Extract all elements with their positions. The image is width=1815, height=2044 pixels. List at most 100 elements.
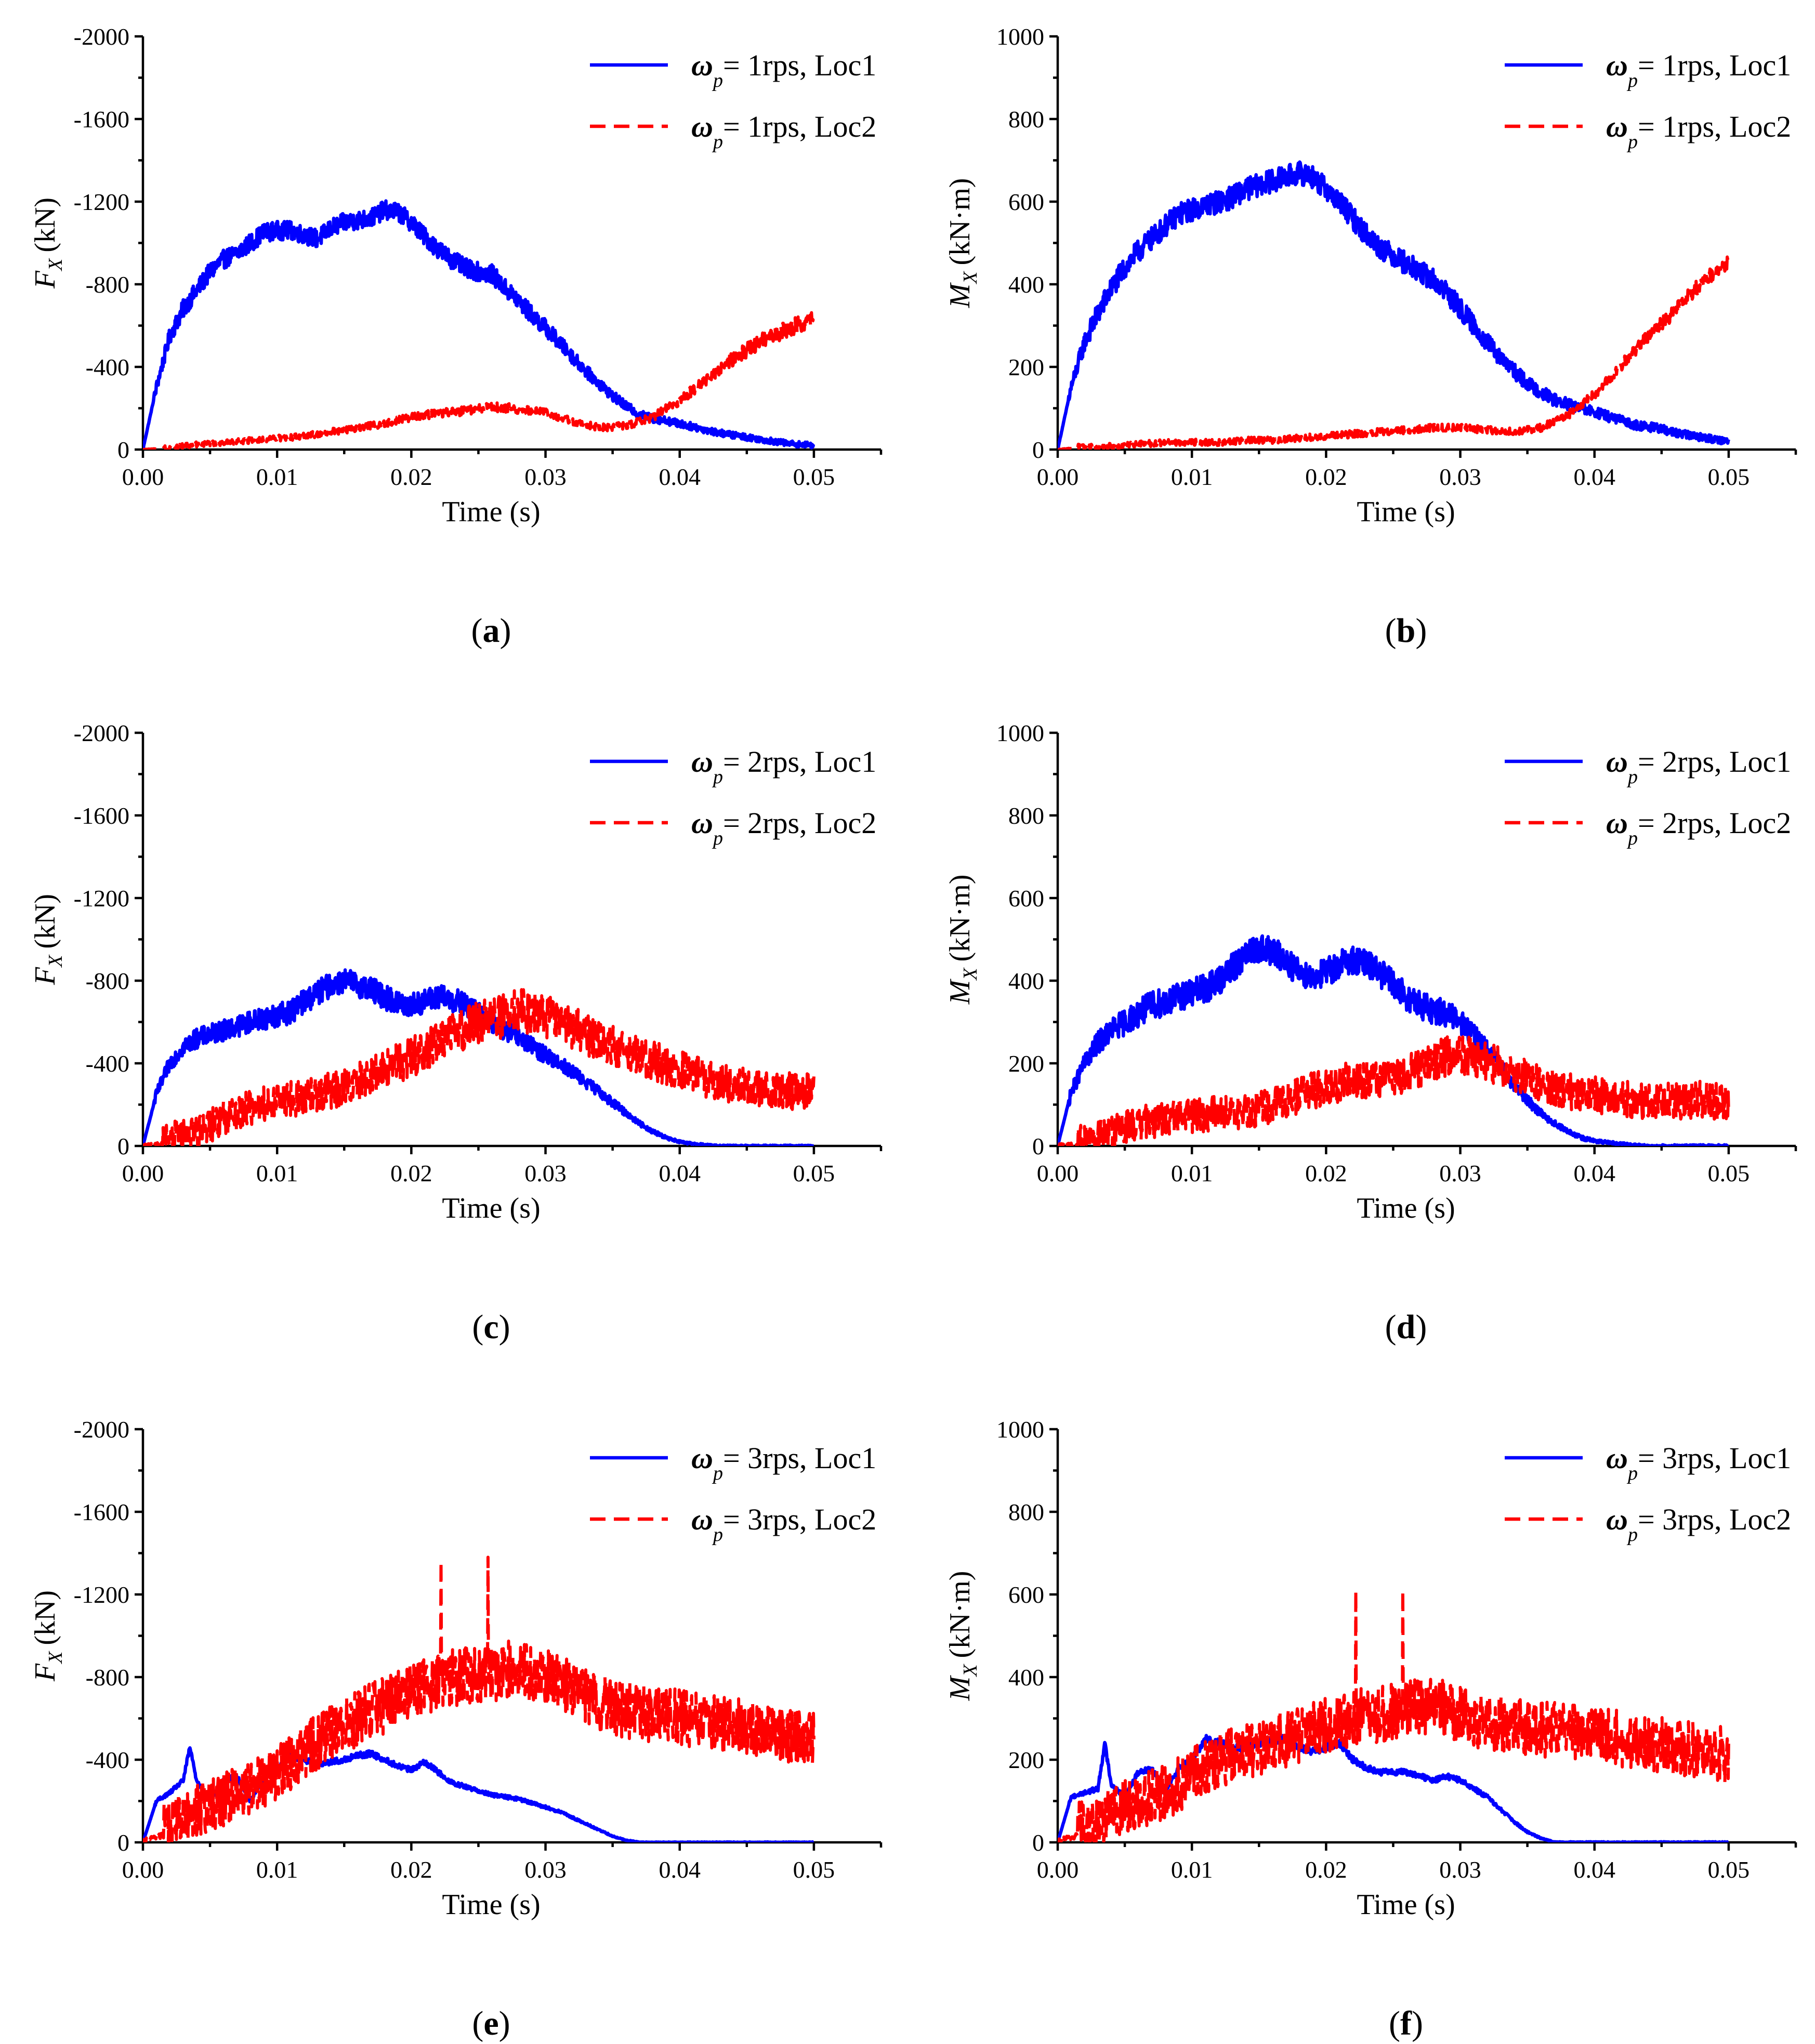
x-tick-label: 0.05 bbox=[1708, 464, 1750, 490]
x-axis-label: Time (s) bbox=[1357, 1889, 1455, 1921]
y-tick-label: 400 bbox=[1008, 968, 1044, 994]
y-axis-label-symbol: F bbox=[29, 1663, 61, 1682]
legend-text: = 1rps, Loc2 bbox=[1638, 110, 1791, 143]
y-axis-label-subscript: X bbox=[45, 954, 67, 968]
y-axis-label: FX (kN) bbox=[29, 1590, 67, 1682]
legend-text: = 3rps, Loc2 bbox=[723, 1502, 876, 1536]
y-tick-label: 0 bbox=[117, 1133, 129, 1159]
series-line-loc1 bbox=[1058, 934, 1730, 1146]
series-line-loc2 bbox=[1058, 255, 1730, 450]
series-line-loc2 bbox=[1058, 1035, 1730, 1146]
legend-text: = 3rps, Loc1 bbox=[1638, 1441, 1791, 1475]
y-tick-label: -1600 bbox=[74, 1499, 129, 1525]
legend-label-2: ωp= 3rps, Loc2 bbox=[691, 1502, 876, 1546]
y-axis-label: FX (kN) bbox=[29, 894, 67, 985]
legend-symbol: ω bbox=[691, 1502, 713, 1536]
panel-label-letter: e bbox=[483, 2005, 498, 2042]
x-tick-label: 0.02 bbox=[390, 1160, 432, 1186]
y-tick-label: -2000 bbox=[74, 720, 129, 746]
panel-label-letter: f bbox=[1400, 2005, 1412, 2042]
x-tick-label: 0.00 bbox=[1037, 1856, 1079, 1883]
x-tick-label: 0.05 bbox=[793, 1160, 835, 1186]
x-tick-label: 0.01 bbox=[256, 1856, 298, 1883]
y-axis-label-unit: (kN·m) bbox=[944, 875, 976, 962]
legend-label-2: ωp= 3rps, Loc2 bbox=[1606, 1502, 1791, 1546]
y-tick-label: 600 bbox=[1008, 1581, 1044, 1608]
x-tick-label: 0.01 bbox=[256, 464, 298, 490]
legend-symbol: ω bbox=[691, 1441, 713, 1475]
panel-label: (e) bbox=[472, 2005, 510, 2042]
x-tick-label: 0.01 bbox=[1171, 464, 1213, 490]
legend-text: = 2rps, Loc2 bbox=[723, 806, 876, 840]
legend-text: = 2rps, Loc1 bbox=[723, 745, 876, 779]
legend-label-1: ωp= 2rps, Loc1 bbox=[1606, 745, 1791, 788]
legend-subscript: p bbox=[1626, 766, 1638, 788]
chart-panel-e: 0.00 0.01 0.02 0.03 0.04 0.05 0 -400 -800 -1200 -1… bbox=[29, 1416, 883, 2042]
y-tick-label: -400 bbox=[86, 1747, 129, 1773]
x-tick-label: 0.02 bbox=[390, 1856, 432, 1883]
legend-subscript: p bbox=[712, 766, 723, 788]
legend-text: = 2rps, Loc2 bbox=[1638, 806, 1791, 840]
x-tick-label: 0.03 bbox=[1439, 1160, 1481, 1186]
series-line-loc1 bbox=[1058, 160, 1730, 450]
y-axis-label-subscript: X bbox=[959, 1664, 981, 1678]
legend-label-2: ωp= 1rps, Loc2 bbox=[691, 110, 876, 153]
x-tick-label: 0.04 bbox=[1573, 1856, 1615, 1883]
series-line-loc2 bbox=[1058, 1589, 1730, 1842]
legend-label-1: ωp= 1rps, Loc1 bbox=[1606, 48, 1791, 91]
chart-panel-b: 0.00 0.01 0.02 0.03 0.04 0.05 0 200 400 600 800 100… bbox=[944, 23, 1797, 650]
y-tick-label: 200 bbox=[1008, 354, 1044, 380]
x-axis-label: Time (s) bbox=[1357, 1192, 1455, 1224]
y-tick-label: 800 bbox=[1008, 802, 1044, 829]
y-tick-label: -1600 bbox=[74, 802, 129, 829]
y-axis-label-unit: (kN) bbox=[29, 1590, 61, 1645]
y-axis-label: MX (kN·m) bbox=[944, 875, 981, 1005]
legend-label-2: ωp= 1rps, Loc2 bbox=[1606, 110, 1791, 153]
x-tick-label: 0.03 bbox=[524, 464, 567, 490]
x-axis-label: Time (s) bbox=[442, 1192, 540, 1224]
legend-symbol: ω bbox=[1606, 110, 1628, 143]
series-line-loc2 bbox=[143, 1555, 816, 1842]
y-tick-label: 0 bbox=[117, 1829, 129, 1856]
x-tick-label: 0.00 bbox=[122, 464, 164, 490]
panel-label-letter: b bbox=[1397, 612, 1416, 650]
x-tick-label: 0.04 bbox=[659, 464, 701, 490]
x-tick-label: 0.04 bbox=[1573, 464, 1615, 490]
panel-label: (b) bbox=[1385, 612, 1427, 650]
y-axis-label-symbol: F bbox=[29, 967, 61, 985]
legend-subscript: p bbox=[1626, 131, 1638, 153]
y-tick-label: -400 bbox=[86, 1050, 129, 1077]
legend-symbol: ω bbox=[691, 806, 713, 840]
legend-text: = 3rps, Loc2 bbox=[1638, 1502, 1791, 1536]
x-tick-label: 0.03 bbox=[524, 1160, 567, 1186]
series-line-loc2 bbox=[143, 988, 816, 1146]
panel-label-open: ( bbox=[1385, 612, 1397, 650]
x-tick-label: 0.05 bbox=[1708, 1160, 1750, 1186]
y-axis-label-subscript: X bbox=[45, 258, 67, 272]
y-tick-label: 600 bbox=[1008, 189, 1044, 215]
panel-label-close: ) bbox=[1415, 612, 1427, 650]
y-axis-label-symbol: M bbox=[944, 978, 976, 1005]
legend-symbol: ω bbox=[691, 110, 713, 143]
panel-label-letter: c bbox=[483, 1308, 498, 1346]
x-tick-label: 0.02 bbox=[1305, 1856, 1347, 1883]
legend-symbol: ω bbox=[1606, 1502, 1628, 1536]
x-tick-label: 0.00 bbox=[122, 1856, 164, 1883]
legend-label-2: ωp= 2rps, Loc2 bbox=[691, 806, 876, 849]
legend-subscript: p bbox=[712, 1524, 723, 1546]
x-tick-label: 0.04 bbox=[659, 1160, 701, 1186]
panel-label-letter: a bbox=[483, 612, 500, 650]
legend-label-1: ωp= 3rps, Loc1 bbox=[691, 1441, 876, 1484]
y-tick-label: -800 bbox=[86, 271, 129, 298]
x-tick-label: 0.02 bbox=[1305, 464, 1347, 490]
x-tick-label: 0.03 bbox=[1439, 1856, 1481, 1883]
x-tick-label: 0.03 bbox=[524, 1856, 567, 1883]
y-tick-label: 400 bbox=[1008, 1664, 1044, 1691]
x-tick-label: 0.05 bbox=[793, 1856, 835, 1883]
x-tick-label: 0.02 bbox=[1305, 1160, 1347, 1186]
y-axis-label-unit: (kN) bbox=[29, 197, 61, 253]
x-tick-label: 0.00 bbox=[122, 1160, 164, 1186]
y-tick-label: 800 bbox=[1008, 1499, 1044, 1525]
legend-label-1: ωp= 1rps, Loc1 bbox=[691, 48, 876, 91]
